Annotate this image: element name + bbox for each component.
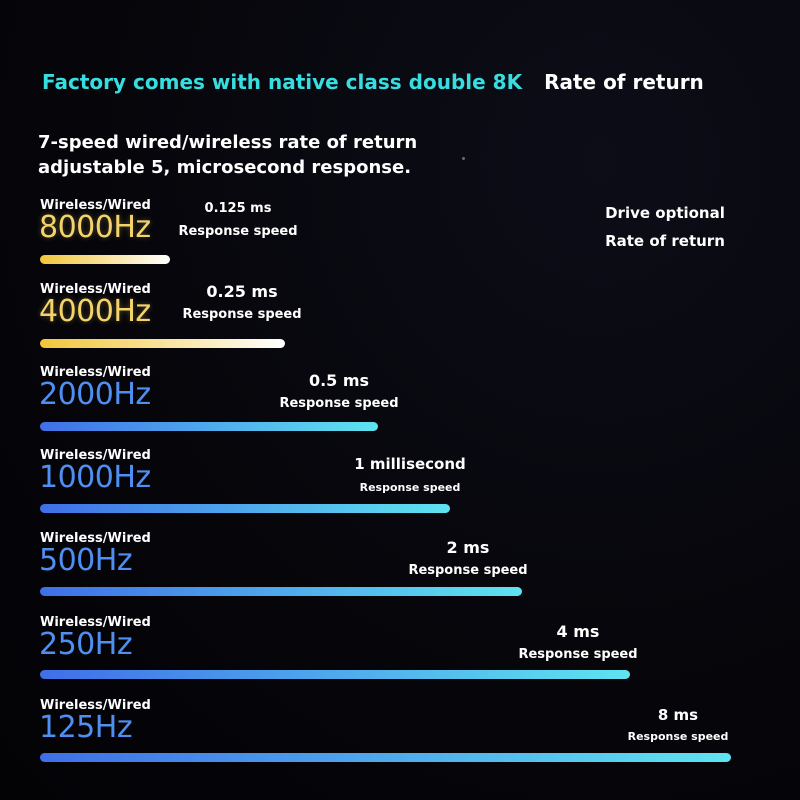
side-note-line-1: Drive optional [605,204,725,222]
tier-rate-bar [40,753,731,762]
tier-response-caption: Response speed [359,481,461,494]
subhead-line-1: 7-speed wired/wireless rate of return [38,132,418,153]
tier-polling-rate: 8000Hz [39,210,151,245]
tier-response-time: 4 ms [556,622,600,641]
tier-response-time: 0.125 ms [204,201,272,216]
tier-connection-label: Wireless/Wired [40,615,151,630]
tier-polling-rate: 2000Hz [39,377,151,412]
tier-polling-rate: 500Hz [39,543,133,578]
subhead: 7-speed wired/wireless rate of return ad… [38,130,417,180]
tier-response-caption: Response speed [182,307,302,322]
tier-response-time: 0.25 ms [206,282,278,301]
tier-polling-rate: 1000Hz [39,460,151,495]
tier-rate-bar [40,504,450,513]
headline-accent: Factory comes with native class double 8… [42,70,523,94]
tier-response-time: 0.5 ms [308,371,370,390]
tier-polling-rate: 4000Hz [39,294,151,329]
tier-response-caption: Response speed [279,396,399,411]
tier-response-caption: Response speed [408,563,528,578]
tier-connection-label: Wireless/Wired [40,282,151,297]
tier-rate-bar [40,587,522,596]
tier-response-time: 8 ms [657,706,699,724]
tier-polling-rate: 125Hz [39,710,133,745]
tier-polling-rate: 250Hz [39,627,133,662]
tier-rate-bar [40,255,170,264]
headline-plain: Rate of return [544,70,704,94]
headline: Factory comes with native class double 8… [42,70,704,94]
tier-connection-label: Wireless/Wired [40,448,151,463]
tier-connection-label: Wireless/Wired [40,698,151,713]
tier-connection-label: Wireless/Wired [40,531,151,546]
tier-connection-label: Wireless/Wired [40,365,151,380]
tier-rate-bar [40,339,285,348]
tier-rate-bar [40,670,630,679]
tier-response-caption: Response speed [178,224,298,239]
subhead-line-2: adjustable 5, microsecond response. [38,157,412,178]
tier-response-caption: Response speed [627,730,729,743]
tier-response-caption: Response speed [518,647,638,662]
tier-rate-bar [40,422,378,431]
side-note: Drive optional Rate of return [600,199,730,255]
tier-response-time: 2 ms [446,538,490,557]
tier-response-time: 1 millisecond [354,455,466,473]
decorative-dot [462,157,465,160]
tier-connection-label: Wireless/Wired [40,198,151,213]
side-note-line-2: Rate of return [605,232,725,250]
